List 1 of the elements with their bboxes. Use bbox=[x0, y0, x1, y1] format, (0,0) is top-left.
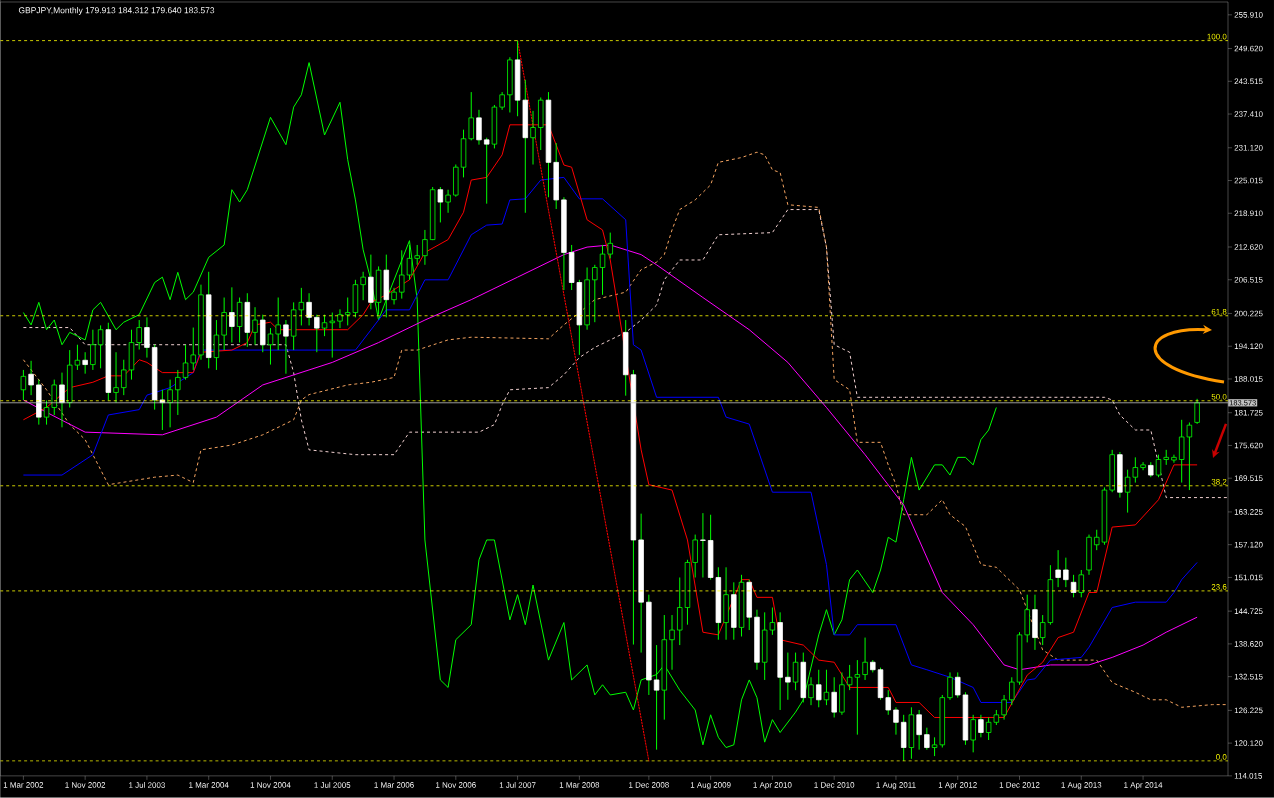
text: GBPJPY,Monthly 179.913 184.312 179.640 183.573 bbox=[18, 7, 215, 16]
